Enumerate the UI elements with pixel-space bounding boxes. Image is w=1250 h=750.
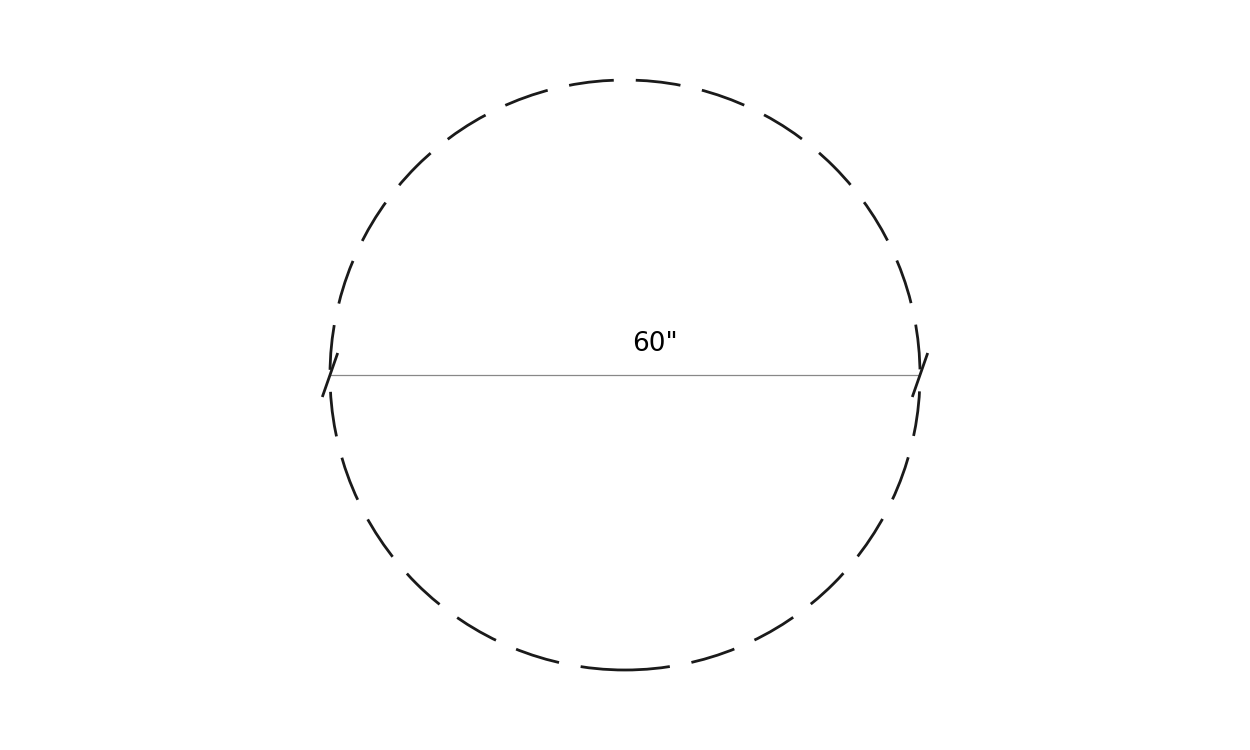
Text: 60": 60" [632,331,678,357]
